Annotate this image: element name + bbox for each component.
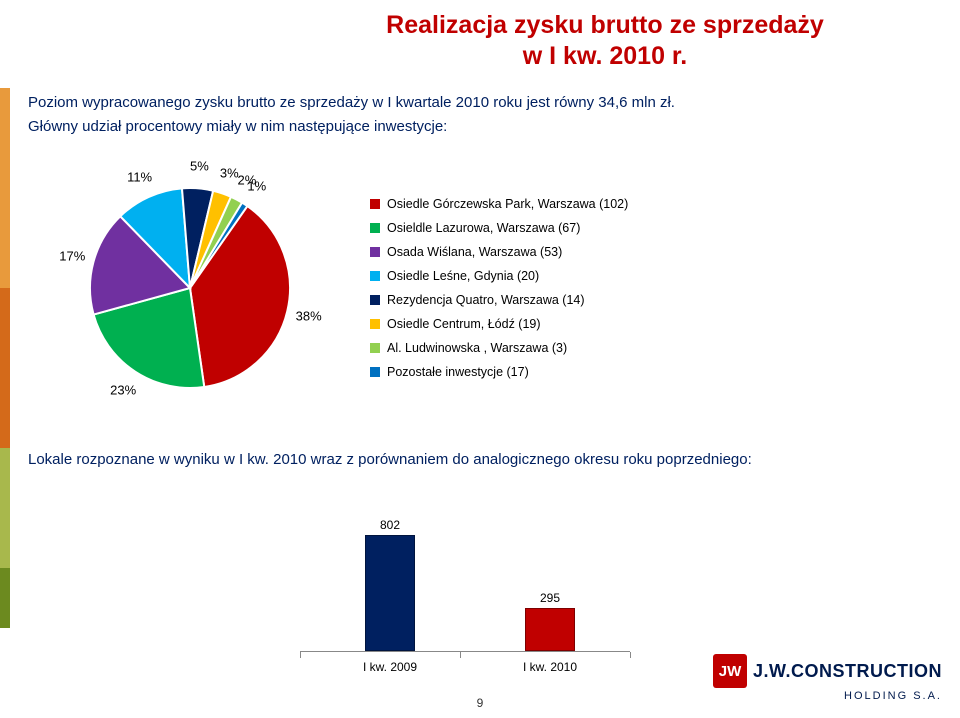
company-logo: JW J.W.CONSTRUCTION HOLDING S.A. [713,654,942,702]
legend-item: Osada Wiślana, Warszawa (53) [370,245,628,259]
legend-label: Osieldle Lazurowa, Warszawa (67) [387,221,580,235]
legend-label: Osiedle Leśne, Gdynia (20) [387,269,539,283]
pie-legend: Osiedle Górczewska Park, Warszawa (102) O… [370,197,628,379]
logo-subtitle: HOLDING S.A. [713,690,942,702]
bar-category-label: I kw. 2010 [523,660,577,674]
section-label: Lokale rozpoznane w wyniku w I kw. 2010 … [28,450,920,470]
bar-chart: 802 I kw. 2009 295 I kw. 2010 [260,498,670,678]
page-number: 9 [477,696,484,710]
pie-percent-label: 17% [59,249,85,264]
bar-axis-tick [630,652,631,658]
legend-label: Osiedle Górczewska Park, Warszawa (102) [387,197,628,211]
legend-item: Osiedle Górczewska Park, Warszawa (102) [370,197,628,211]
legend-swatch [370,319,380,329]
pie-percent-label: 1% [247,178,266,193]
stripe-seg [0,88,10,288]
bar [365,535,415,651]
legend-item: Rezydencja Quatro, Warszawa (14) [370,293,628,307]
title-line1: Realizacja zysku brutto ze sprzedaży [386,11,824,39]
pie-percent-label: 38% [296,309,322,324]
legend-label: Pozostałe inwestycje (17) [387,365,529,379]
legend-item: Osiedle Centrum, Łódź (19) [370,317,628,331]
bar-category-label: I kw. 2009 [363,660,417,674]
pie-chart: 38%23%17%11%5%3%2%1% [60,158,320,418]
pie-percent-label: 5% [190,159,209,174]
bar-baseline [300,651,630,652]
slide-title: Realizacja zysku brutto ze sprzedaży w I… [280,10,930,73]
intro-paragraph-1: Poziom wypracowanego zysku brutto ze spr… [28,93,920,113]
stripe-seg [0,448,10,568]
bar [525,608,575,651]
logo-name: J.W.CONSTRUCTION [753,661,942,682]
legend-label: Osiedle Centrum, Łódź (19) [387,317,541,331]
pie-svg [60,158,320,418]
pie-percent-label: 11% [127,169,152,184]
bar-axis-tick [460,652,461,658]
stripe-seg [0,288,10,448]
legend-label: Osada Wiślana, Warszawa (53) [387,245,562,259]
logo-mark: JW [713,654,747,688]
title-line2: w I kw. 2010 r. [523,42,687,70]
pie-percent-label: 3% [220,165,239,180]
bar-value-label: 802 [380,518,400,532]
stripe-seg [0,568,10,628]
legend-swatch [370,367,380,377]
legend-label: Al. Ludwinowska , Warszawa (3) [387,341,567,355]
left-color-stripe [0,88,10,628]
legend-item: Osiedle Leśne, Gdynia (20) [370,269,628,283]
bar-axis-tick [300,652,301,658]
legend-item: Osieldle Lazurowa, Warszawa (67) [370,221,628,235]
legend-swatch [370,271,380,281]
legend-item: Pozostałe inwestycje (17) [370,365,628,379]
bar-value-label: 295 [540,591,560,605]
legend-swatch [370,343,380,353]
legend-swatch [370,247,380,257]
legend-label: Rezydencja Quatro, Warszawa (14) [387,293,585,307]
pie-percent-label: 23% [110,383,136,398]
legend-swatch [370,295,380,305]
intro-paragraph-2: Główny udział procentowy miały w nim nas… [28,117,920,137]
legend-item: Al. Ludwinowska , Warszawa (3) [370,341,628,355]
legend-swatch [370,199,380,209]
legend-swatch [370,223,380,233]
